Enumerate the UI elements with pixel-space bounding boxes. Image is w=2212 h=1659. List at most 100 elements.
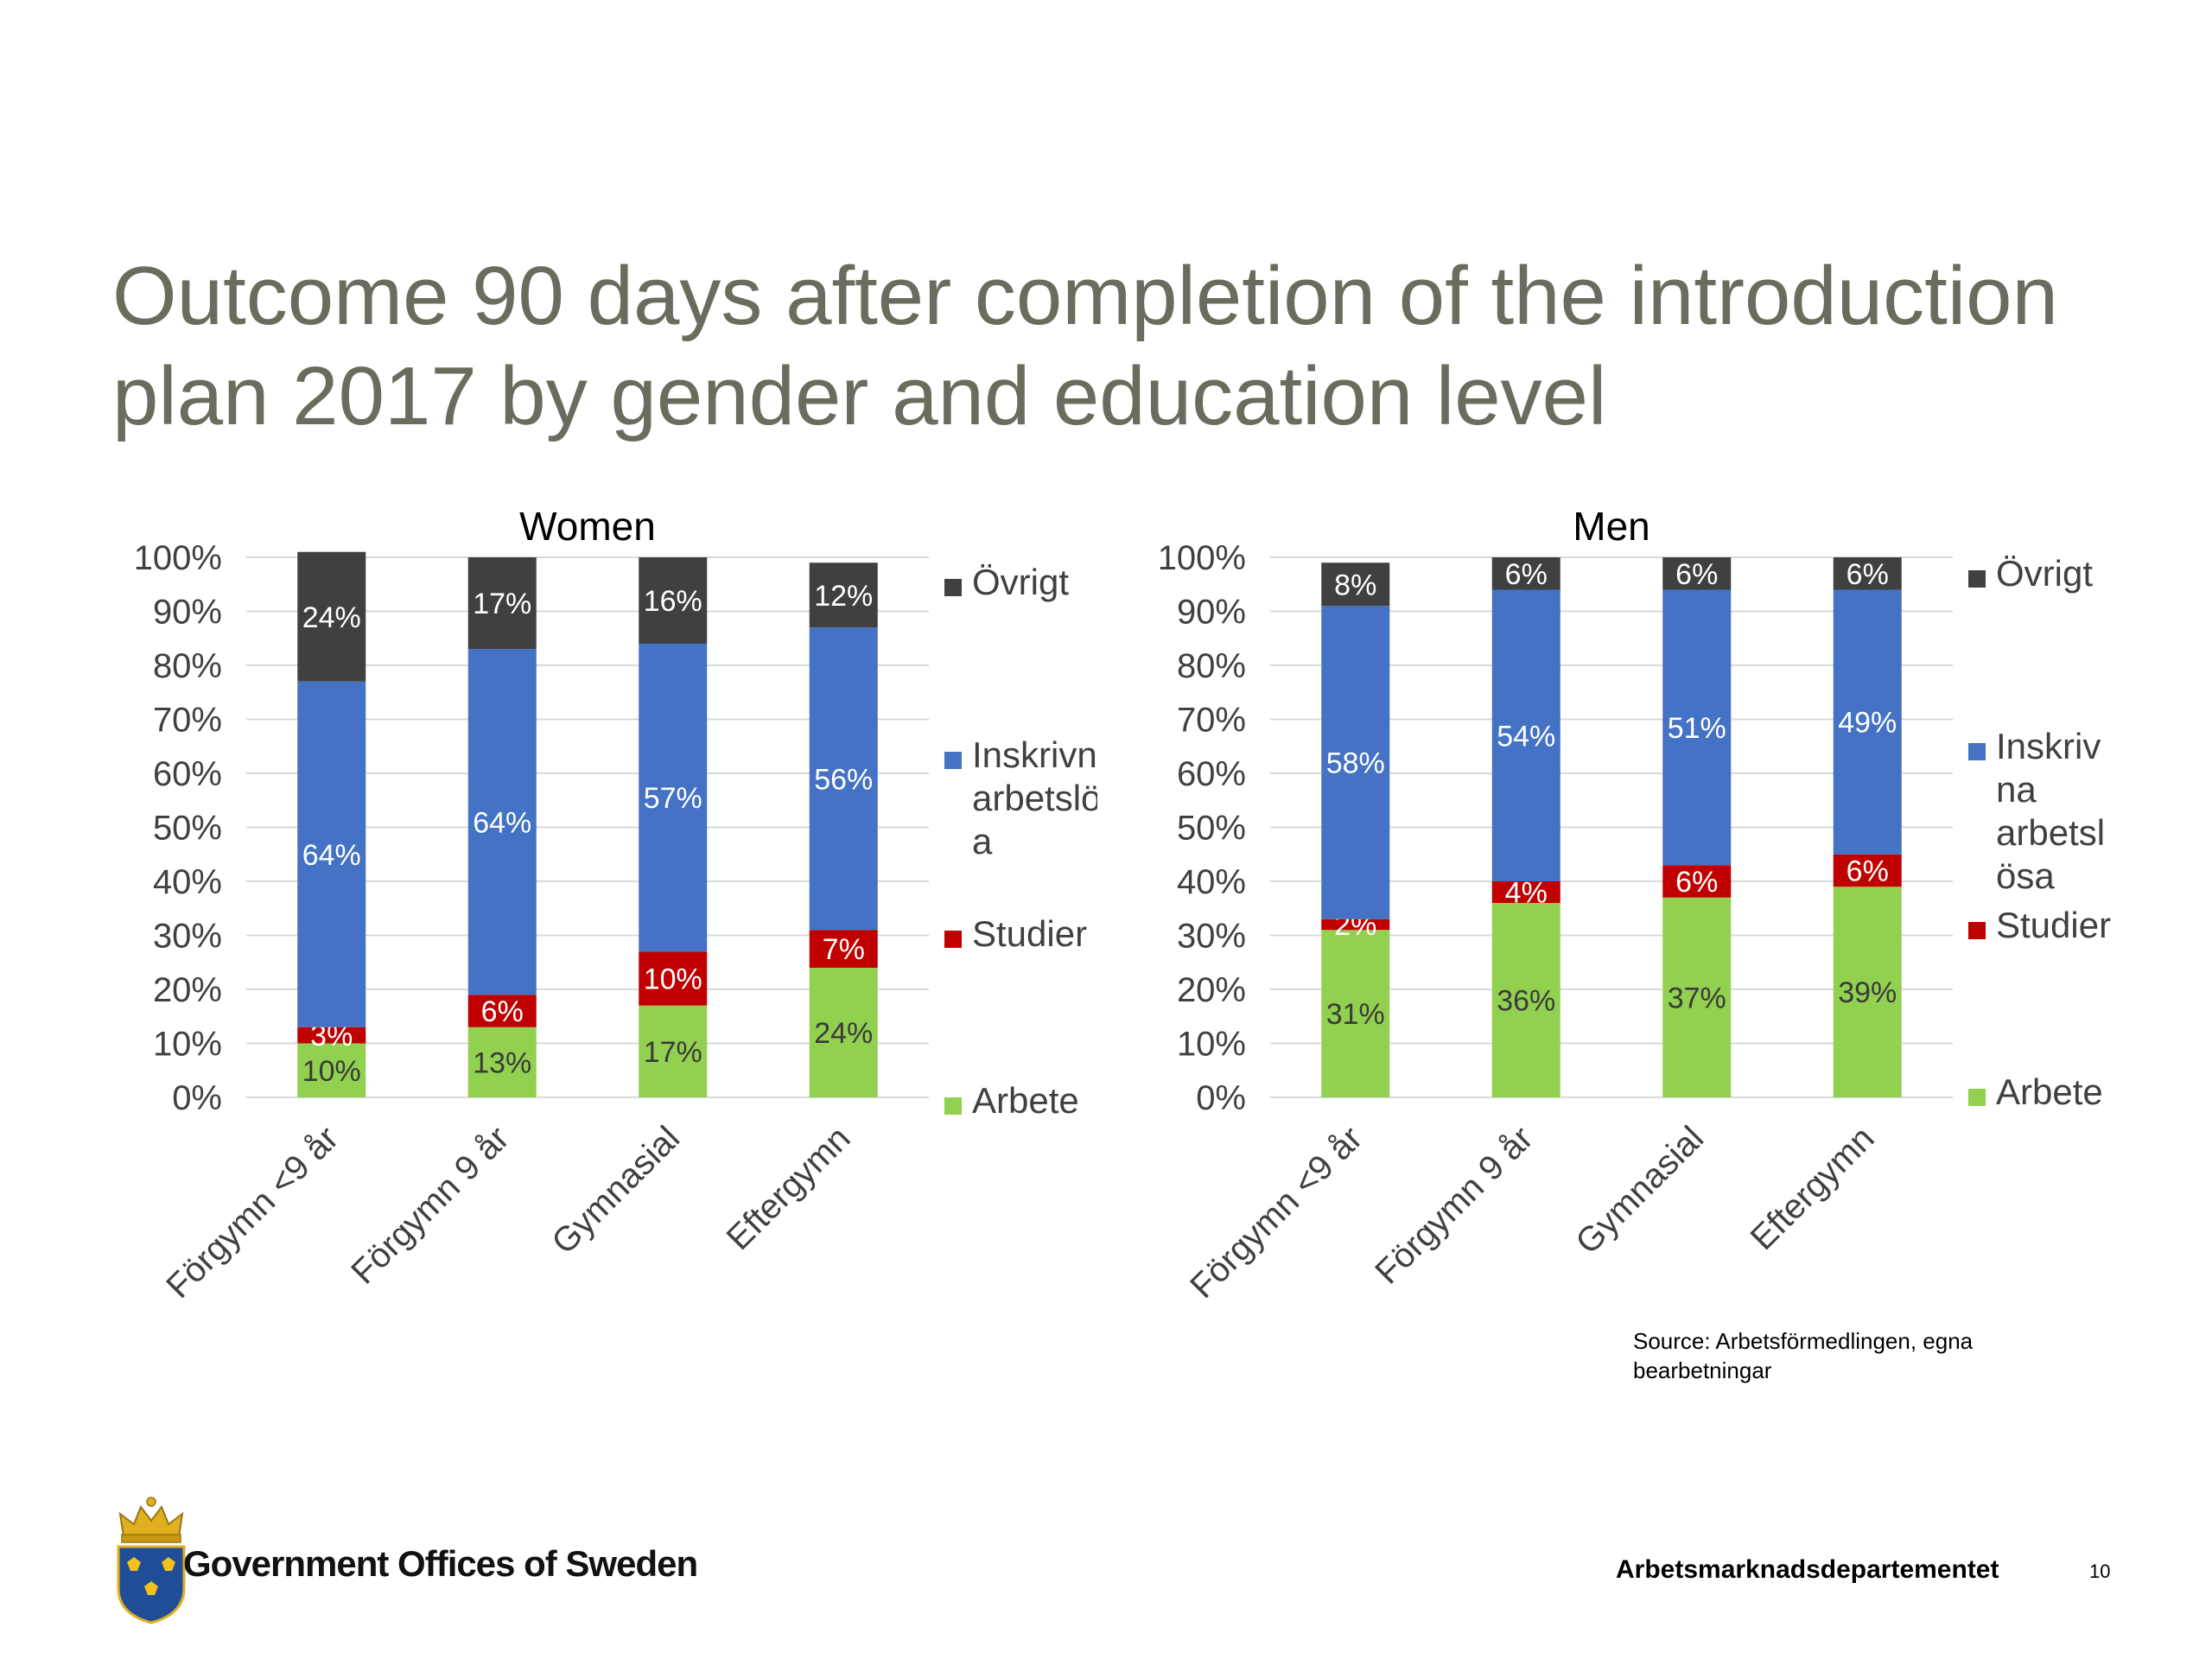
y-tick-label: 40% xyxy=(1177,863,1246,901)
bar-segment xyxy=(1833,557,1902,590)
page-number: 10 xyxy=(2089,1560,2111,1582)
bar-segment xyxy=(639,951,708,1006)
swedish-crown-shield-icon xyxy=(117,1497,186,1624)
department-name: Arbetsmarknadsdepartementet xyxy=(1616,1555,1999,1584)
bar-segment xyxy=(1321,606,1390,919)
data-label: 51% xyxy=(1668,712,1726,745)
data-label: 54% xyxy=(1497,720,1555,753)
bar-segment xyxy=(639,644,708,952)
data-label: 58% xyxy=(1326,747,1385,780)
chart-title: Men xyxy=(1573,504,1649,549)
bar-segment xyxy=(1662,897,1732,1097)
data-label: 31% xyxy=(1326,998,1385,1031)
organization-name: Government Offices of Sweden xyxy=(183,1543,698,1584)
legend-label: Arbete xyxy=(972,1080,1079,1121)
y-tick-label: 100% xyxy=(134,539,222,577)
chart-title: Women xyxy=(519,504,656,549)
data-label: 6% xyxy=(1675,866,1718,899)
bar-segment xyxy=(1491,881,1560,903)
legend-swatch xyxy=(944,752,962,769)
data-label: 8% xyxy=(1334,569,1376,601)
men-chart: Men0%10%20%30%40%50%60%70%80%90%100%31%2… xyxy=(1158,504,2111,1306)
y-tick-label: 10% xyxy=(1177,1026,1246,1064)
legend-label: na xyxy=(1996,769,2037,810)
data-label: 17% xyxy=(473,588,531,620)
bar-segment xyxy=(1321,918,1390,931)
women-chart: Women 0% 10% 20% 30% 40% 50% 60% 70% 80% 90% 100% 10… xyxy=(134,504,1097,1306)
bar-segment xyxy=(1833,589,1902,855)
y-tick-label: 40% xyxy=(153,863,222,901)
data-label: 10% xyxy=(644,963,702,996)
y-tick-label: 70% xyxy=(1177,702,1246,740)
bar-segment xyxy=(1833,854,1902,887)
data-label: 6% xyxy=(1505,558,1548,591)
x-tick-label: Eftergymn xyxy=(1744,1119,1882,1257)
bar-segment xyxy=(809,930,878,968)
bar-segment xyxy=(809,627,878,931)
legend-label: Arbete xyxy=(1996,1071,2103,1112)
y-tick-label: 60% xyxy=(153,755,222,793)
data-label: 17% xyxy=(644,1036,702,1069)
bar-segment xyxy=(809,563,878,628)
y-tick-label: 50% xyxy=(1177,810,1246,848)
data-label: 6% xyxy=(481,995,524,1028)
source-note: Source: Arbetsförmedlingen, egna bearbet… xyxy=(1633,1328,1974,1383)
legend-label: Inskriv xyxy=(1996,726,2101,766)
data-label: 39% xyxy=(1838,976,1897,1009)
x-tick-label: Gymnasial xyxy=(1568,1119,1711,1262)
data-label: 36% xyxy=(1497,985,1555,1018)
data-label: 6% xyxy=(1847,558,1889,591)
legend-swatch xyxy=(944,1097,962,1115)
data-label: 16% xyxy=(644,585,702,618)
bar-segment xyxy=(1662,589,1732,866)
y-tick-label: 20% xyxy=(153,971,222,1009)
legend-swatch xyxy=(944,579,962,596)
data-label: 6% xyxy=(1847,855,1889,888)
y-tick-label: 30% xyxy=(153,918,222,956)
data-label: 4% xyxy=(1505,877,1548,910)
legend-label: Övrigt xyxy=(1996,553,2093,594)
x-tick-label: Förgymn <9 år xyxy=(159,1119,346,1306)
bar-segment xyxy=(1491,589,1560,881)
y-tick-label: 50% xyxy=(153,810,222,848)
bar-segment xyxy=(297,1027,366,1044)
y-tick-label: 60% xyxy=(1177,755,1246,793)
y-tick-label: 80% xyxy=(153,647,222,685)
y-tick-label: 20% xyxy=(1177,971,1246,1009)
y-tick-label: 80% xyxy=(1177,647,1246,685)
y-tick-label: 90% xyxy=(1177,594,1246,632)
legend-label: ösa xyxy=(1996,855,2055,896)
legend-swatch xyxy=(1968,570,1986,588)
bar-segment xyxy=(467,995,537,1027)
y-tick-label: 70% xyxy=(153,702,222,740)
bar-segment xyxy=(297,551,366,682)
bar-segment xyxy=(639,557,708,644)
bar-segment xyxy=(1321,930,1390,1097)
y-tick-label: 0% xyxy=(1196,1079,1246,1117)
x-tick-label: Eftergymn xyxy=(720,1119,858,1257)
y-tick-label: 30% xyxy=(1177,918,1246,956)
legend-swatch xyxy=(1968,922,1986,939)
bar-segment xyxy=(1662,865,1732,898)
data-label: 37% xyxy=(1668,982,1726,1014)
legend-label: arbetsl xyxy=(1996,812,2105,853)
data-label: 64% xyxy=(302,839,361,872)
data-label: 64% xyxy=(473,806,531,839)
slide-title: Outcome 90 days after completion of the … xyxy=(112,250,2058,442)
x-tick-label: Förgymn 9 år xyxy=(1368,1119,1540,1291)
bar-segment xyxy=(1662,557,1732,590)
x-tick-label: Gymnasial xyxy=(544,1119,687,1262)
bar-segment xyxy=(1491,903,1560,1097)
data-label: 6% xyxy=(1675,558,1718,591)
legend-label: Övrigt xyxy=(972,562,1069,602)
bar-segment xyxy=(1321,563,1390,607)
x-tick-label: Förgymn <9 år xyxy=(1183,1119,1370,1306)
bar-segment xyxy=(467,649,537,995)
y-tick-label: 10% xyxy=(153,1026,222,1064)
legend-swatch xyxy=(1968,743,1986,760)
legend-label: a xyxy=(972,821,993,861)
y-tick-label: 90% xyxy=(153,594,222,632)
data-label: 10% xyxy=(302,1055,361,1088)
x-tick-label: Förgymn 9 år xyxy=(344,1119,516,1291)
data-label: 56% xyxy=(814,763,873,796)
